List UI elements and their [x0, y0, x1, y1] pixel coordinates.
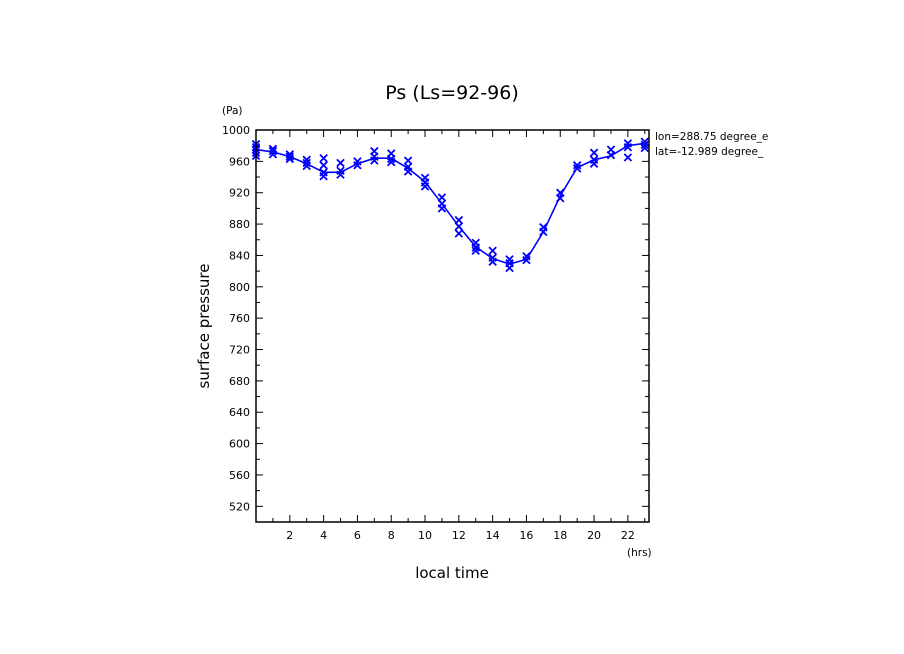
sample-marker	[572, 164, 582, 173]
sample-marker	[539, 227, 548, 237]
y-tick-label: 680	[229, 375, 250, 388]
x-tick-label: 16	[519, 529, 533, 542]
y-tick-label: 880	[229, 218, 250, 231]
y-tick-label: 600	[229, 438, 250, 451]
plot-frame	[255, 129, 650, 523]
sample-marker	[285, 154, 295, 164]
x-axis-label: local time	[415, 564, 489, 582]
sample-marker	[302, 158, 311, 168]
sample-marker	[454, 229, 464, 238]
sample-marker	[268, 146, 278, 156]
sample-marker	[336, 170, 345, 179]
sample-marker	[437, 193, 447, 202]
sample-marker	[319, 172, 328, 181]
y-tick-label: 960	[229, 155, 250, 168]
sample-marker	[437, 204, 447, 213]
sample-marker	[302, 155, 311, 165]
y-tick-label: 640	[229, 406, 250, 419]
sample-marker	[319, 153, 328, 163]
sample-marker	[589, 148, 599, 157]
sample-marker	[386, 157, 396, 167]
sample-marker	[505, 263, 514, 273]
sample-marker	[420, 182, 430, 191]
series-mean-line	[255, 142, 645, 265]
sample-marker	[623, 153, 633, 162]
y-tick-label: 720	[229, 344, 250, 357]
sample-marker	[319, 161, 328, 170]
sample-marker	[488, 246, 497, 255]
x-tick-label: 18	[553, 529, 567, 542]
sample-marker	[471, 243, 480, 252]
sample-marker	[556, 193, 565, 203]
axis-ticks	[256, 129, 649, 522]
sample-marker	[302, 161, 311, 171]
y-tick-label: 520	[229, 500, 250, 513]
x-tick-label: 12	[452, 529, 466, 542]
sample-marker	[454, 222, 464, 231]
y-tick-label: 560	[229, 469, 250, 482]
sample-marker	[572, 161, 582, 170]
series-markers-group	[251, 137, 650, 273]
y-tick-label: 1000	[222, 124, 250, 137]
sample-marker	[403, 167, 413, 176]
y-unit-label: (Pa)	[222, 105, 243, 117]
sample-marker	[640, 137, 650, 146]
chart-title: Ps (Ls=92-96)	[385, 82, 519, 104]
sample-marker	[353, 161, 362, 170]
sample-marker	[606, 150, 616, 160]
sample-marker	[488, 257, 497, 266]
x-tick-label: 14	[486, 529, 500, 542]
sample-marker	[454, 215, 464, 225]
sample-marker	[386, 154, 396, 164]
y-axis-label: surface pressure	[195, 264, 213, 389]
x-tick-label: 2	[286, 529, 293, 542]
x-tick-label: 8	[388, 529, 395, 542]
y-tick-label: 800	[229, 281, 250, 294]
annotation-lat: lat=-12.989 degree_	[655, 146, 764, 158]
x-tick-label: 4	[320, 529, 327, 542]
sample-marker	[623, 143, 633, 152]
x-tick-label: 22	[621, 529, 635, 542]
y-tick-label: 920	[229, 187, 250, 200]
y-tick-label: 760	[229, 312, 250, 325]
sample-marker	[589, 159, 599, 168]
tick-labels: 520 560 600 640 680 720 760 800 840 880 920 960 1000…	[222, 124, 635, 542]
sample-marker	[403, 156, 413, 165]
series-line-group	[255, 142, 645, 265]
x-tick-label: 20	[587, 529, 601, 542]
x-unit-label: (hrs)	[627, 547, 652, 559]
sample-marker	[285, 152, 295, 161]
sample-marker	[640, 140, 650, 150]
y-tick-label: 840	[229, 249, 250, 262]
sample-marker	[268, 150, 278, 159]
x-tick-label: 6	[354, 529, 361, 542]
sample-marker	[336, 158, 345, 168]
x-tick-label: 10	[418, 529, 432, 542]
sample-marker	[640, 143, 650, 153]
sample-marker	[370, 156, 379, 165]
sample-marker	[471, 246, 480, 255]
annotation-lon: lon=288.75 degree_e	[655, 131, 768, 143]
sample-marker	[522, 255, 531, 265]
